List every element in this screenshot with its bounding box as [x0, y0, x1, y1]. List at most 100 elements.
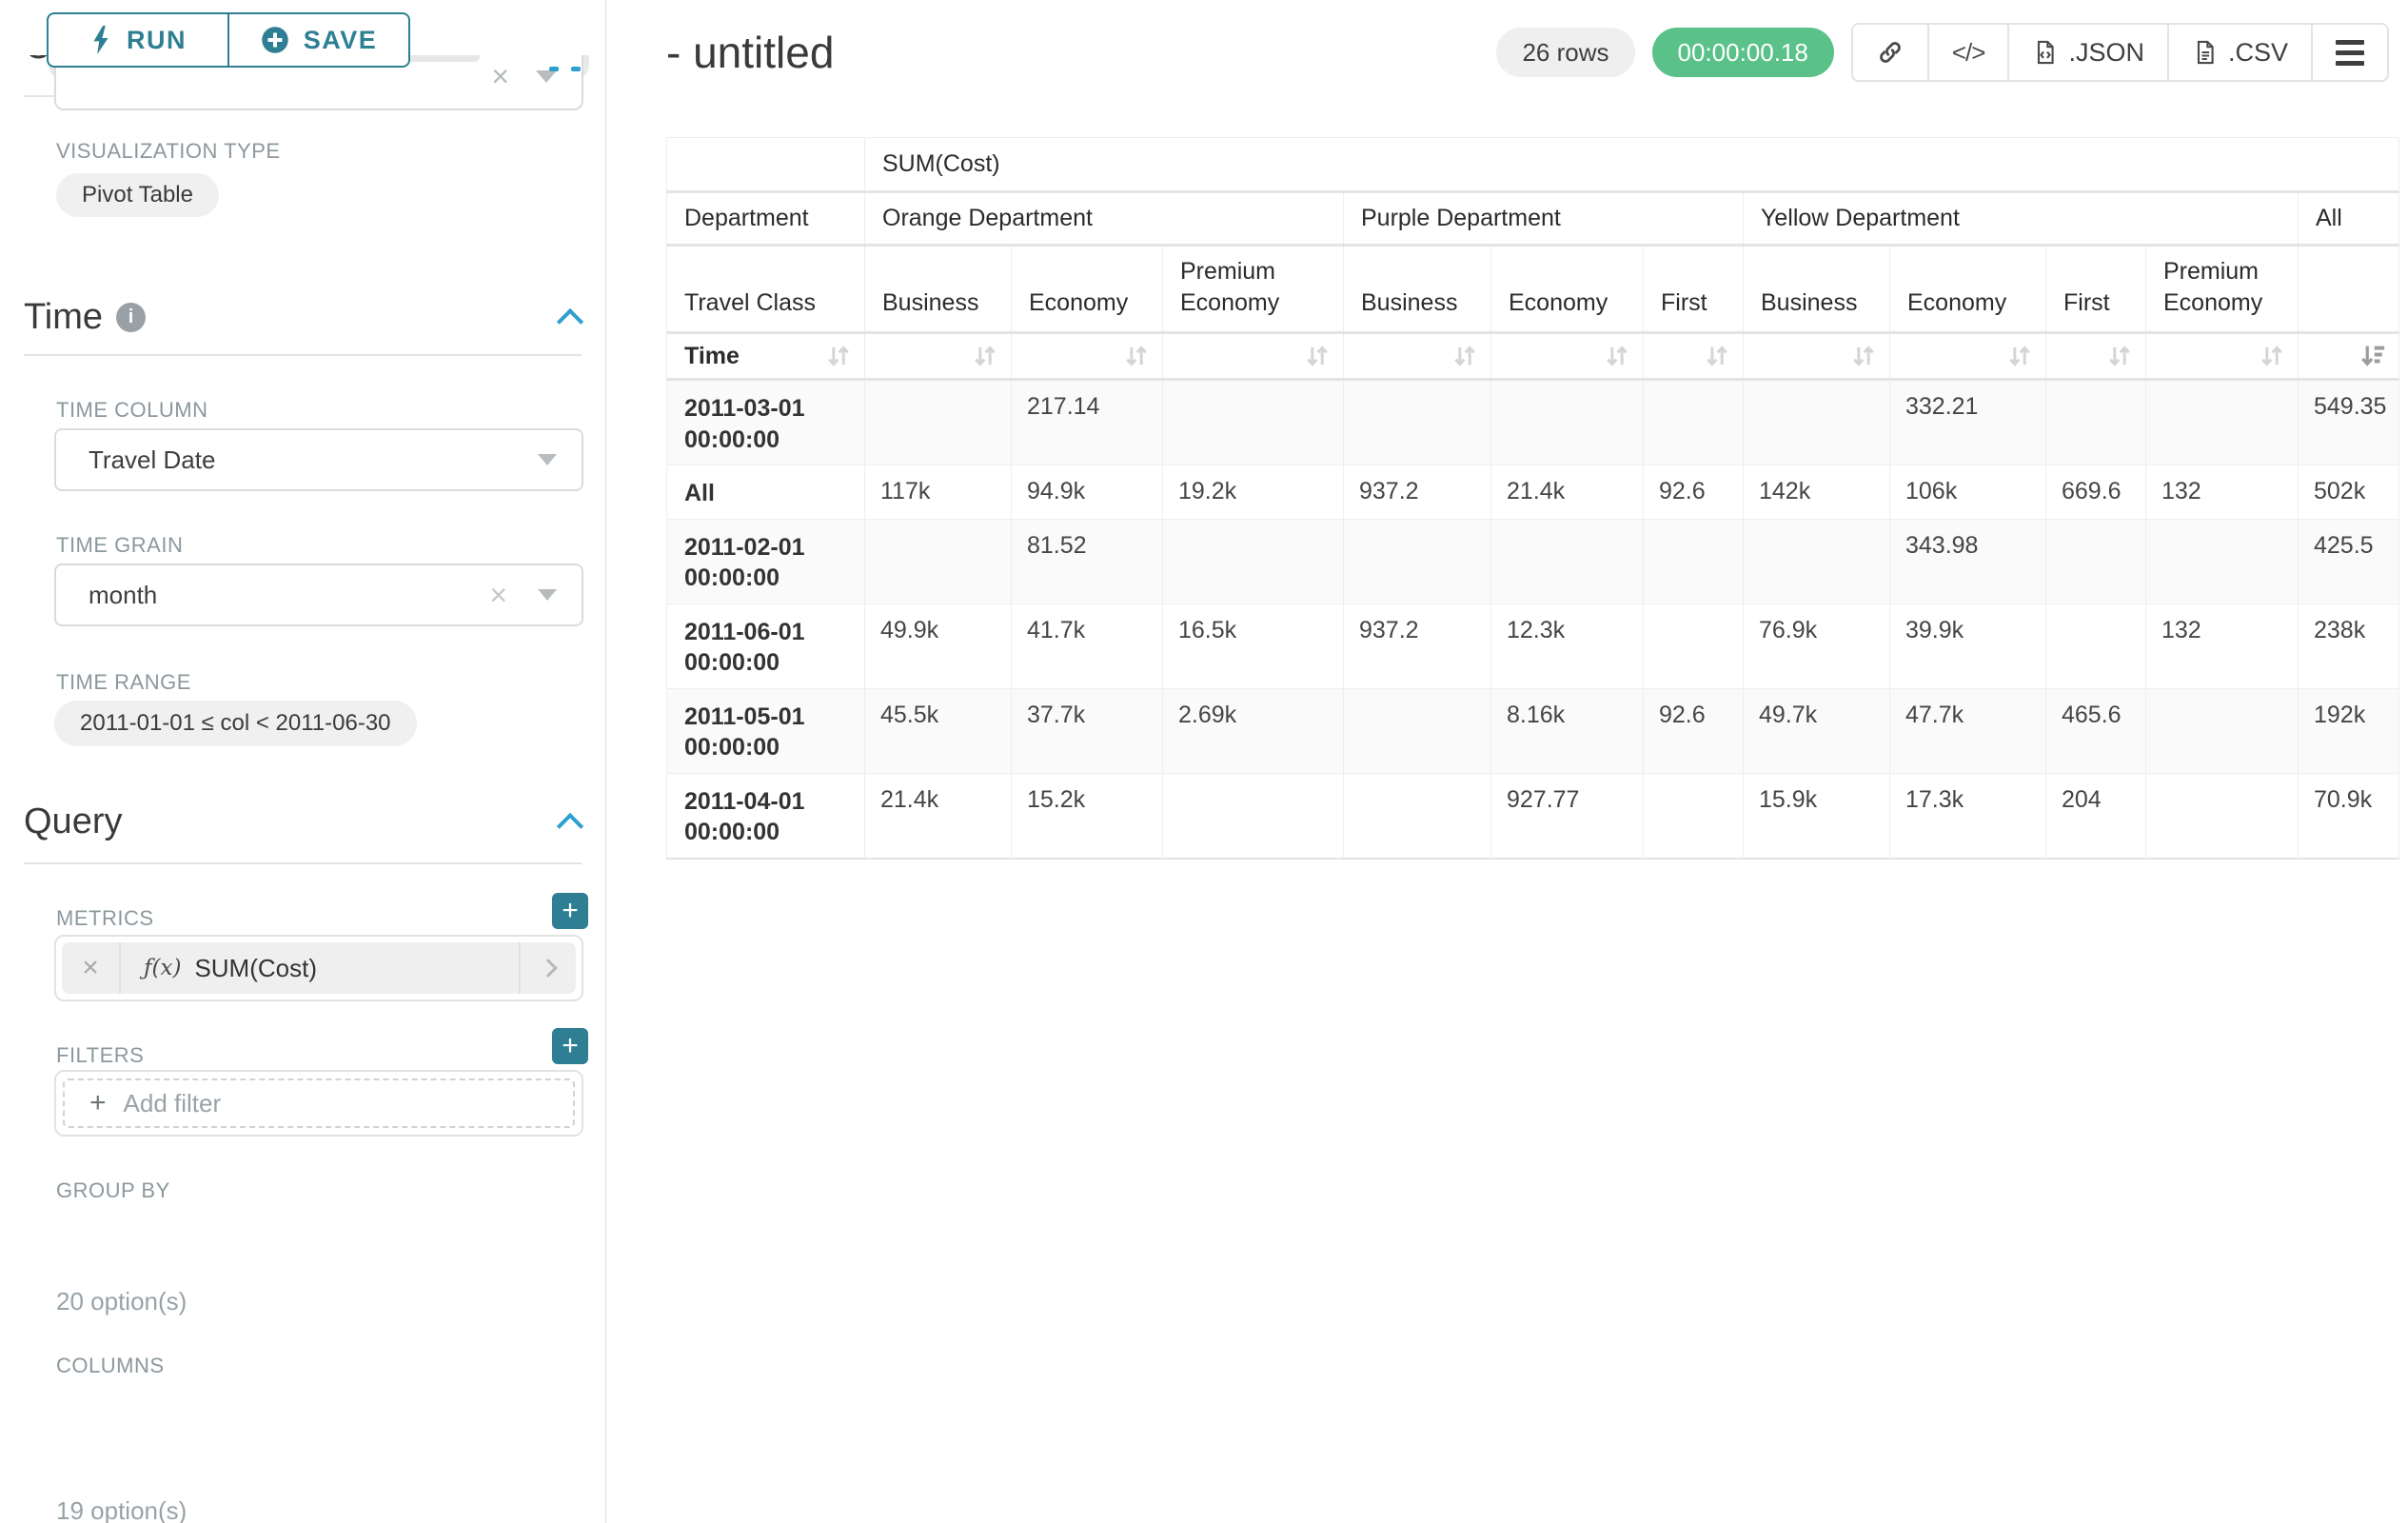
- column-sort-header[interactable]: [2046, 333, 2146, 380]
- run-button[interactable]: RUN: [47, 12, 228, 68]
- row-header-time: 2011-03-01 00:00:00: [667, 380, 865, 465]
- pivot-cell: [1344, 380, 1491, 465]
- time-column-select[interactable]: Travel Date: [54, 428, 583, 491]
- pivot-cell: 92.6: [1644, 688, 1744, 773]
- sort-icon[interactable]: [2005, 342, 2034, 370]
- pivot-cell: [2146, 519, 2299, 603]
- sort-icon[interactable]: [2105, 342, 2134, 370]
- remove-metric-icon[interactable]: ×: [62, 942, 121, 994]
- department-group-header[interactable]: Yellow Department: [1744, 192, 2299, 246]
- superset-explore-page: Chart Type RUN SAVE VISUALIZATION TYPE P…: [0, 0, 2408, 1523]
- clear-icon[interactable]: ×: [489, 580, 507, 610]
- pivot-cell: [2046, 519, 2146, 603]
- pivot-cell: 15.2k: [1012, 773, 1163, 859]
- add-metric-button[interactable]: +: [552, 893, 588, 929]
- time-grain-label: TIME GRAIN: [56, 533, 183, 558]
- pivot-cell: 76.9k: [1744, 603, 1890, 688]
- save-button[interactable]: SAVE: [228, 12, 410, 68]
- add-filter-plus-button[interactable]: +: [552, 1028, 588, 1064]
- sort-icon[interactable]: [2258, 342, 2286, 370]
- divider: [24, 354, 582, 356]
- column-sort-header[interactable]: [865, 333, 1012, 380]
- sort-icon[interactable]: [971, 342, 999, 370]
- sort-icon[interactable]: [1451, 342, 1479, 370]
- pivot-cell: 238k: [2299, 603, 2399, 688]
- sort-icon[interactable]: [1703, 342, 1731, 370]
- column-sort-header[interactable]: [1491, 333, 1644, 380]
- time-section-header: Time i: [24, 297, 580, 338]
- column-sort-header[interactable]: [1344, 333, 1491, 380]
- travel-class-header[interactable]: Economy: [1890, 246, 2046, 333]
- sort-descending-icon[interactable]: [2359, 342, 2387, 370]
- pivot-cell: 8.16k: [1491, 688, 1644, 773]
- table-row: 2011-04-01 00:00:0021.4k15.2k927.7715.9k…: [667, 773, 2399, 859]
- info-icon[interactable]: i: [116, 303, 146, 332]
- chevron-down-icon: [536, 70, 557, 83]
- sort-icon[interactable]: [1303, 342, 1332, 370]
- travel-class-row-label: Travel Class: [667, 246, 865, 333]
- column-sort-header[interactable]: [1890, 333, 2046, 380]
- column-sort-header[interactable]: [2146, 333, 2299, 380]
- travel-class-header[interactable]: Premium Economy: [1163, 246, 1344, 333]
- department-row-label: Department: [667, 192, 865, 246]
- expand-metric-button[interactable]: [519, 942, 576, 994]
- column-sort-header[interactable]: [1744, 333, 1890, 380]
- travel-class-header[interactable]: Business: [1344, 246, 1491, 333]
- filters-label: FILTERS: [56, 1043, 144, 1068]
- pivot-cell: 49.9k: [865, 603, 1012, 688]
- metric-name: SUM(Cost): [194, 954, 317, 983]
- chevron-up-icon[interactable]: [557, 812, 583, 839]
- sort-icon[interactable]: [1122, 342, 1151, 370]
- travel-class-header[interactable]: [2299, 246, 2399, 333]
- plus-circle-icon: [261, 26, 289, 54]
- clear-icon[interactable]: ×: [491, 61, 509, 91]
- travel-class-header[interactable]: Business: [865, 246, 1012, 333]
- pivot-cell: [1744, 519, 1890, 603]
- time-grain-select[interactable]: month ×: [54, 564, 583, 626]
- travel-class-header[interactable]: First: [2046, 246, 2146, 333]
- pivot-cell: 217.14: [1012, 380, 1163, 465]
- table-row: 2011-05-01 00:00:0045.5k37.7k2.69k8.16k9…: [667, 688, 2399, 773]
- visualization-type-value[interactable]: Pivot Table: [56, 173, 219, 217]
- pivot-cell: [865, 380, 1012, 465]
- view-query-button[interactable]: </>: [1927, 25, 2008, 80]
- pivot-cell: 92.6: [1644, 465, 1744, 520]
- chart-title[interactable]: - untitled: [666, 27, 834, 78]
- travel-class-header[interactable]: Economy: [1012, 246, 1163, 333]
- department-group-header[interactable]: Orange Department: [865, 192, 1344, 246]
- sort-icon[interactable]: [1603, 342, 1631, 370]
- time-range-value[interactable]: 2011-01-01 ≤ col < 2011-06-30: [54, 701, 417, 746]
- column-sort-header[interactable]: [1644, 333, 1744, 380]
- menu-button[interactable]: [2311, 25, 2387, 80]
- sort-icon[interactable]: [824, 342, 853, 370]
- pivot-cell: 192k: [2299, 688, 2399, 773]
- pivot-table-container: SUM(Cost)DepartmentOrange DepartmentPurp…: [666, 137, 2399, 860]
- export-json-button[interactable]: .JSON: [2007, 25, 2167, 80]
- travel-class-header[interactable]: First: [1644, 246, 1744, 333]
- column-sort-header[interactable]: [1163, 333, 1344, 380]
- chevron-up-icon[interactable]: [557, 307, 583, 334]
- travel-class-header[interactable]: Premium Economy: [2146, 246, 2299, 333]
- pivot-cell: 502k: [2299, 465, 2399, 520]
- collapsed-chevron-remnant: [549, 67, 581, 71]
- column-sort-header[interactable]: [2299, 333, 2399, 380]
- travel-class-header[interactable]: Business: [1744, 246, 1890, 333]
- add-filter-button[interactable]: + Add filter: [63, 1078, 575, 1128]
- chevron-right-icon: [539, 959, 558, 978]
- pivot-cell: 70.9k: [2299, 773, 2399, 859]
- sort-icon[interactable]: [1849, 342, 1878, 370]
- pivot-cell: [1163, 773, 1344, 859]
- table-row: 2011-02-01 00:00:0081.52343.98425.5: [667, 519, 2399, 603]
- pivot-cell: [1644, 519, 1744, 603]
- csv-file-icon: [2192, 38, 2219, 67]
- share-link-button[interactable]: [1853, 25, 1927, 80]
- pivot-cell: 669.6: [2046, 465, 2146, 520]
- column-sort-header[interactable]: [1012, 333, 1163, 380]
- department-group-header[interactable]: Purple Department: [1344, 192, 1744, 246]
- metric-chip[interactable]: × ƒ(x) SUM(Cost): [62, 942, 576, 994]
- pivot-cell: 21.4k: [1491, 465, 1644, 520]
- time-sort-header[interactable]: Time: [667, 333, 865, 380]
- export-csv-button[interactable]: .CSV: [2167, 25, 2311, 80]
- department-group-header[interactable]: All: [2299, 192, 2399, 246]
- travel-class-header[interactable]: Economy: [1491, 246, 1644, 333]
